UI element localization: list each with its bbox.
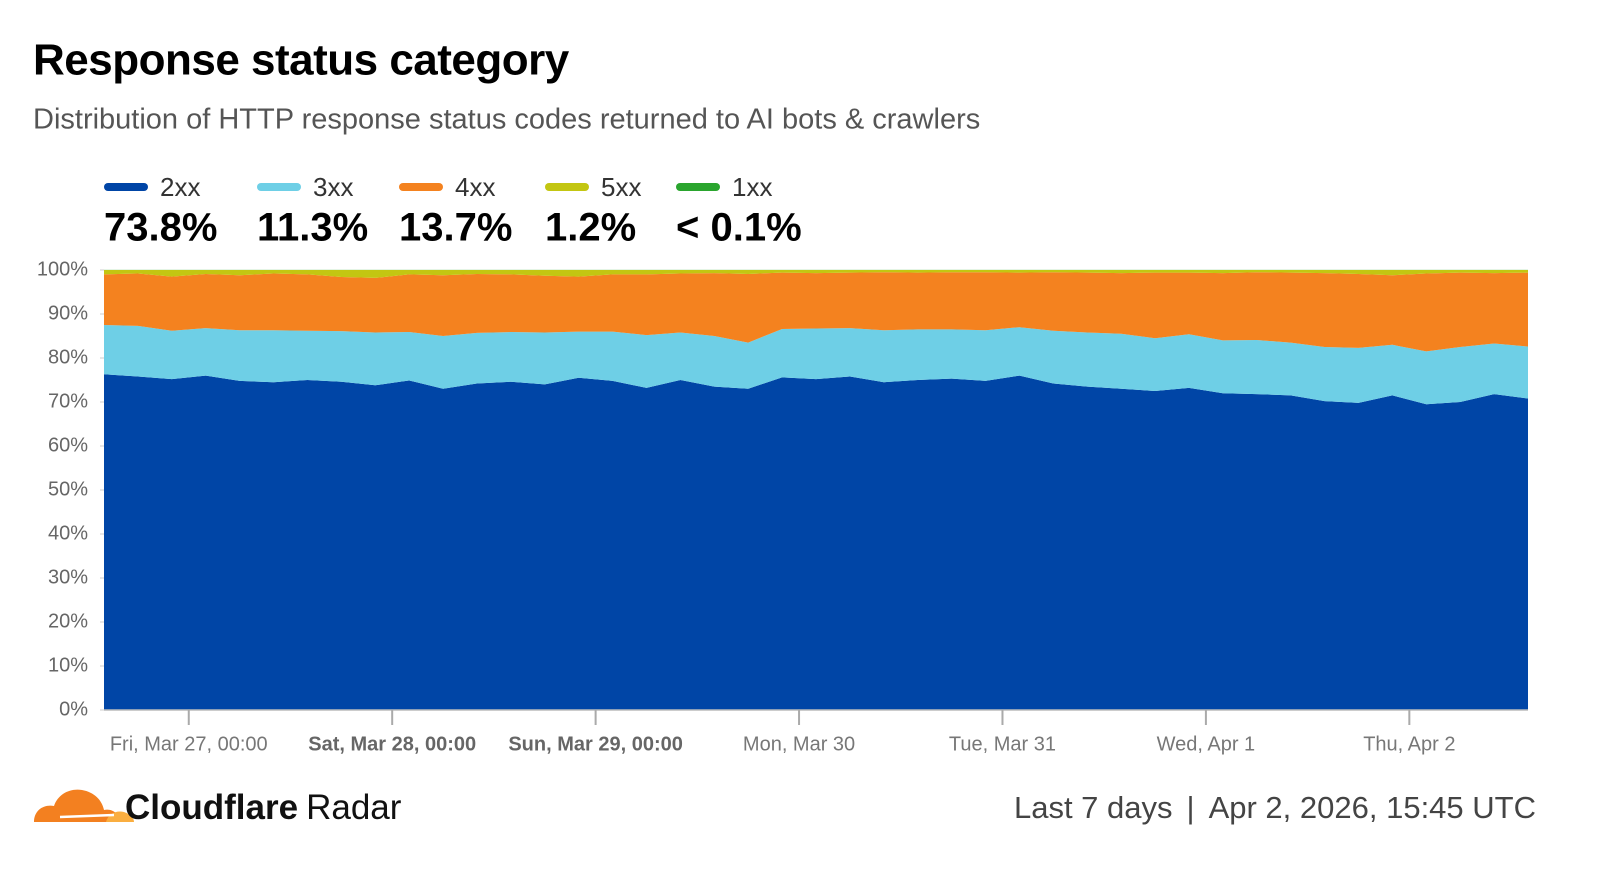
separator: |: [1187, 790, 1195, 825]
legend-label: 4xx: [455, 172, 495, 202]
logo-stroke: [59, 813, 115, 819]
y-tick-label: 80%: [48, 346, 88, 368]
x-tick-label: Thu, Apr 2: [1363, 733, 1455, 755]
logo: [34, 789, 134, 822]
y-tick-label: 0%: [59, 698, 88, 720]
product-name: Radar: [306, 788, 402, 827]
plot-area: 0% 10% 20% 30% 40% 50% 60% 70% 80% 90% 100% Fri, Ma…: [37, 258, 1528, 755]
y-tick-label: 20%: [48, 610, 88, 632]
x-tick-label: Sun, Mar 29, 00:00: [508, 733, 683, 755]
footer-brand: Cloudflare Radar: [125, 788, 402, 827]
legend-total: 73.8%: [104, 206, 217, 250]
y-tick-label: 10%: [48, 654, 88, 676]
legend-label: 5xx: [601, 172, 641, 202]
footer-stamp: Last 7 days | Apr 2, 2026, 15:45 UTC: [1014, 790, 1536, 825]
y-tick-label: 30%: [48, 566, 88, 588]
area: [104, 270, 1528, 278]
legend-label: 3xx: [313, 172, 353, 202]
chart-title: Response status category: [33, 36, 570, 85]
logo-cloud: [34, 789, 120, 822]
area: [104, 374, 1528, 710]
x-tick-label: Sat, Mar 28, 00:00: [308, 733, 476, 755]
y-tick-label: 40%: [48, 522, 88, 544]
legend-label: 1xx: [732, 172, 772, 202]
chart-subtitle: Distribution of HTTP response status cod…: [33, 104, 980, 136]
y-tick-label: 100%: [37, 258, 88, 280]
legend-label: 2xx: [160, 172, 200, 202]
x-tick-label: Tue, Mar 31: [949, 733, 1056, 755]
period: Last 7 days: [1014, 790, 1173, 825]
x-tick-label: Fri, Mar 27, 00:00: [110, 733, 268, 755]
area: [104, 325, 1528, 405]
legend-total: < 0.1%: [676, 206, 802, 250]
area: [104, 272, 1528, 352]
x-tick-label: Wed, Apr 1: [1157, 733, 1256, 755]
legend-total: 11.3%: [257, 206, 368, 250]
legend-total: 1.2%: [545, 206, 636, 250]
legend-total: 13.7%: [399, 206, 512, 250]
timestamp: Apr 2, 2026, 15:45 UTC: [1209, 790, 1536, 825]
brand-name: Cloudflare: [125, 788, 298, 827]
y-tick-label: 50%: [48, 478, 88, 500]
y-tick-label: 60%: [48, 434, 88, 456]
y-tick-label: 90%: [48, 302, 88, 324]
y-tick-label: 70%: [48, 390, 88, 412]
x-tick-label: Mon, Mar 30: [743, 733, 855, 755]
legend: 2xx 73.8% 3xx 11.3% 4xx 13.7% 5xx 1.2% 1xx < 0.1%: [104, 172, 802, 250]
